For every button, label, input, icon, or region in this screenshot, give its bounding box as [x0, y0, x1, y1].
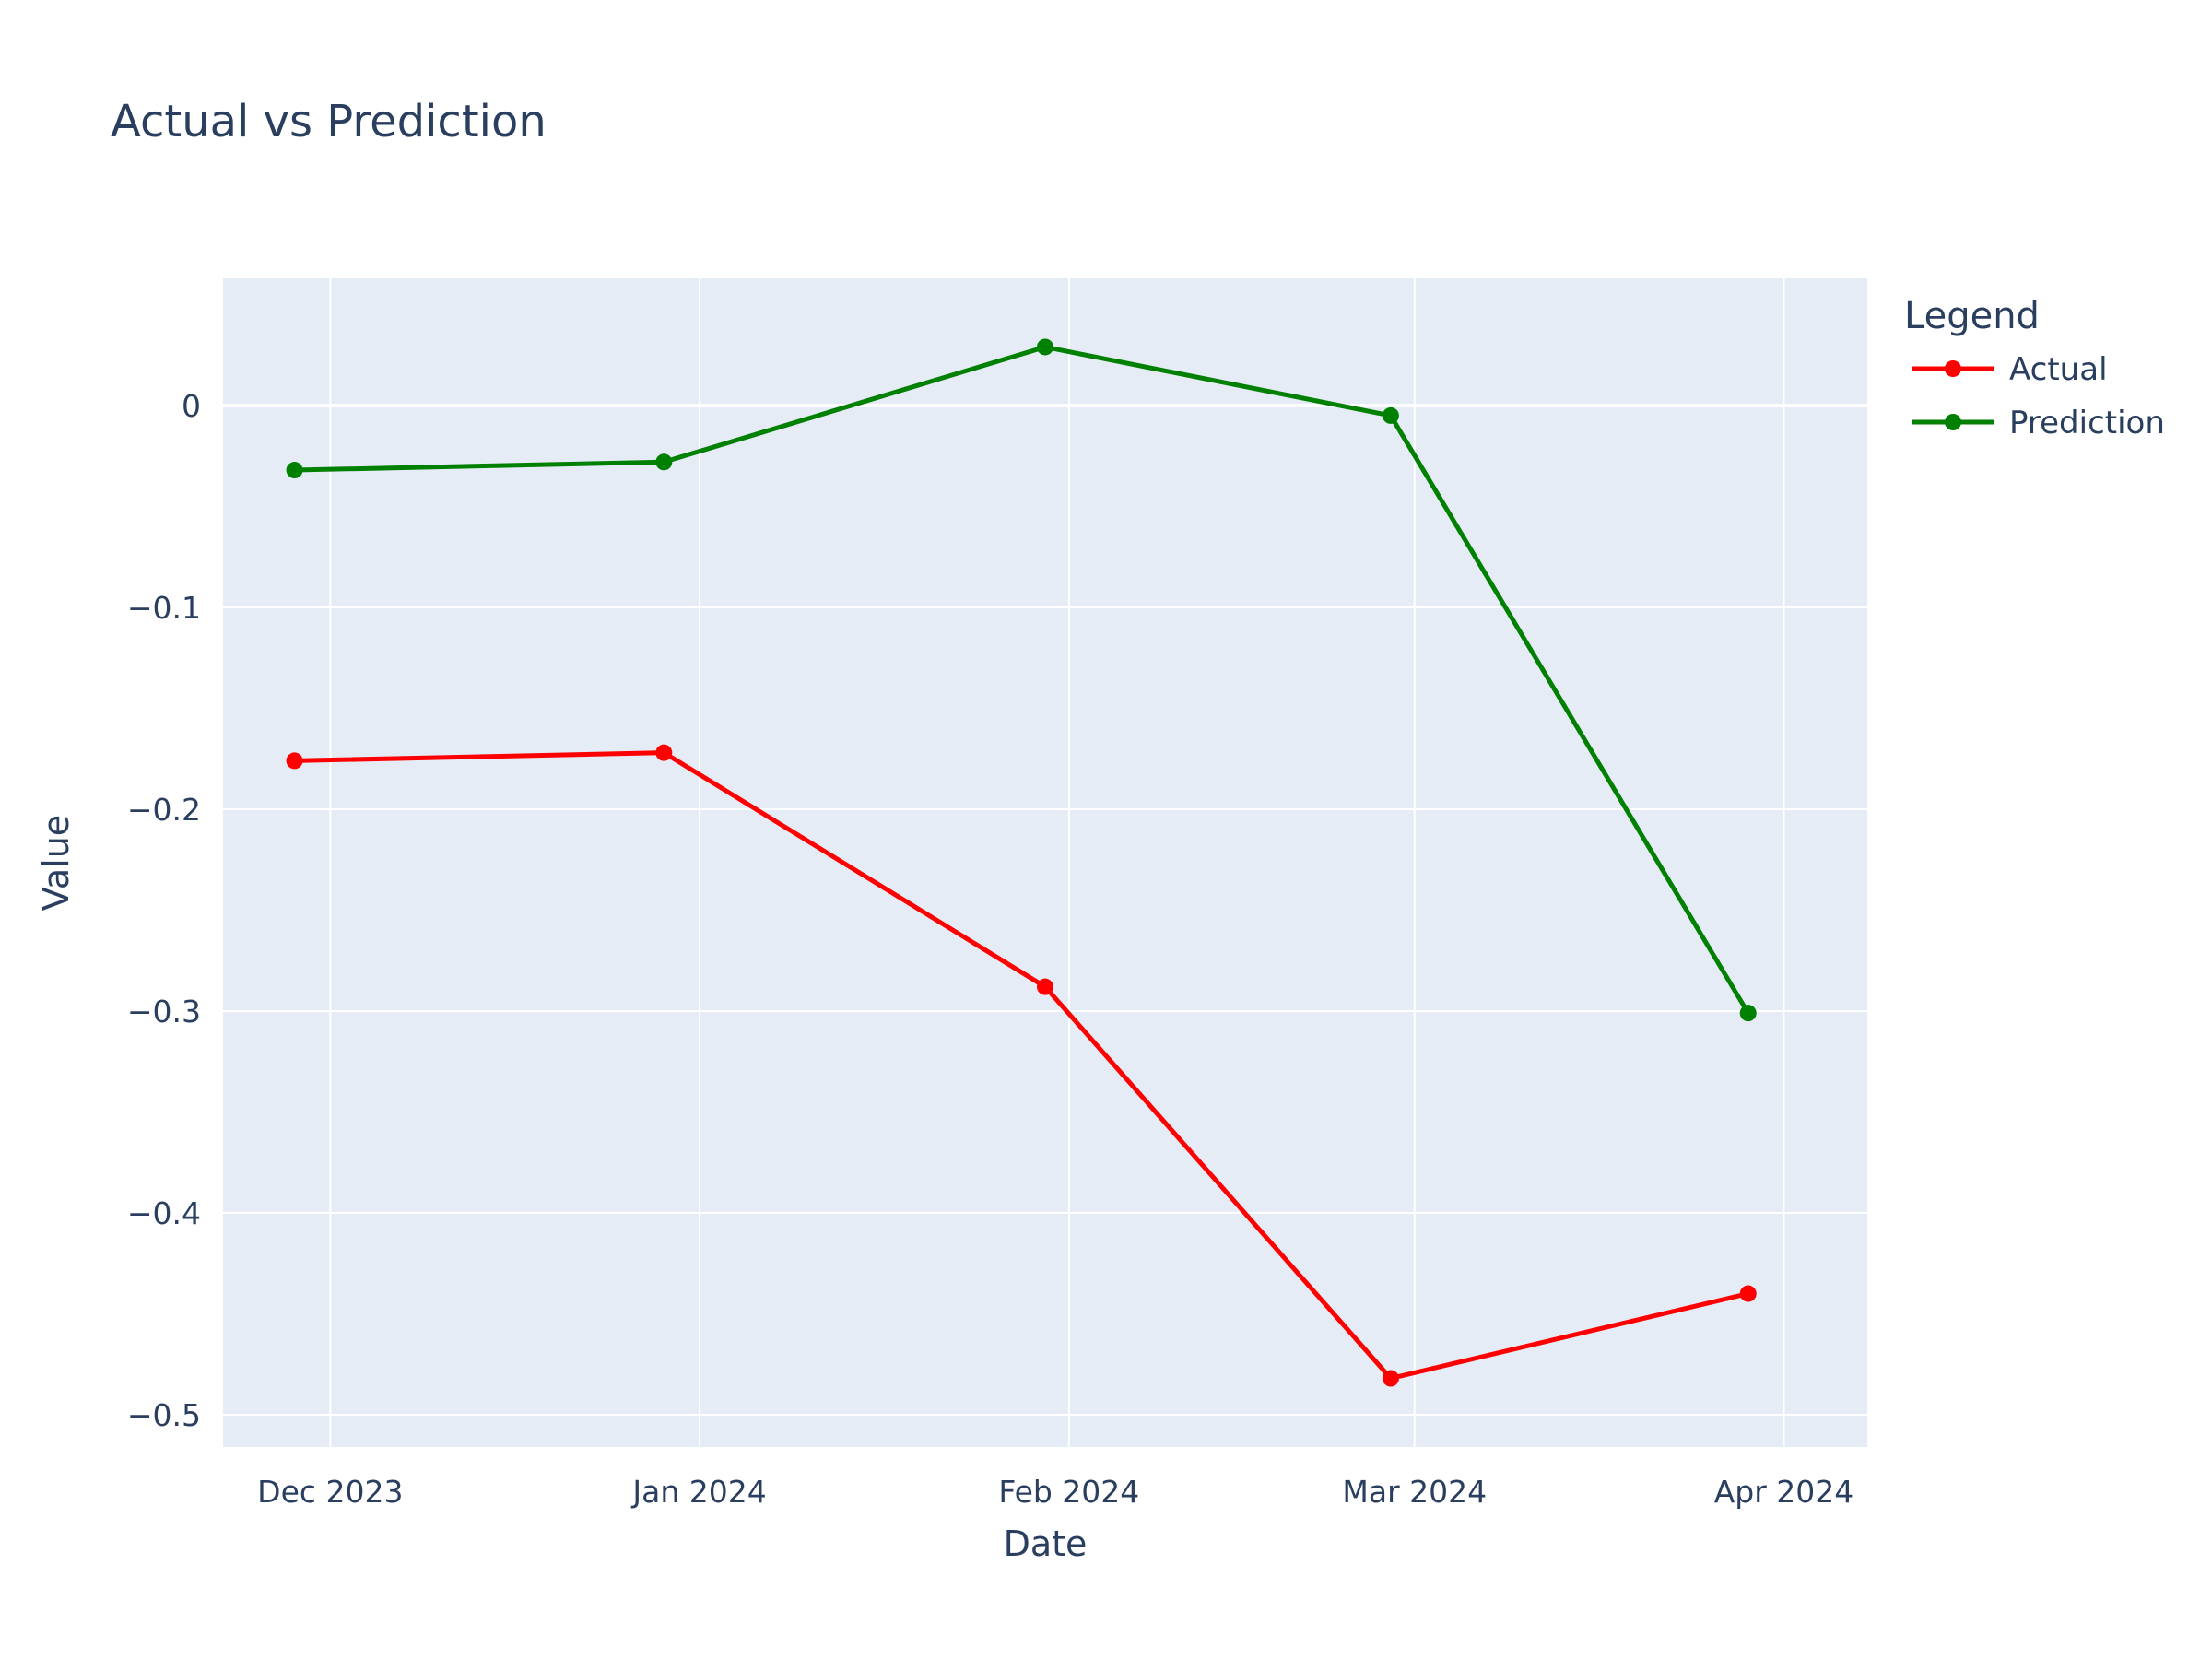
data-point [655, 453, 673, 471]
series-prediction [286, 338, 1757, 1022]
x-axis-title: Date [1004, 1524, 1088, 1564]
y-tick-label: −0.5 [127, 1397, 201, 1433]
x-tick-label: Jan 2024 [630, 1474, 766, 1510]
data-point [1037, 338, 1053, 356]
y-tick-label: −0.2 [127, 792, 201, 828]
data-point [286, 462, 303, 479]
y-tick-label: −0.4 [127, 1195, 201, 1231]
data-point [1382, 406, 1399, 424]
plot-area [223, 278, 1867, 1447]
legend-items: Actual Prediction [1912, 351, 2165, 441]
y-axis-title: Value [36, 815, 76, 911]
data-point [1739, 1005, 1757, 1022]
y-gridlines [223, 403, 1867, 1416]
series-actual [286, 744, 1757, 1387]
y-tick-labels: 0 −0.1 −0.2 −0.3 −0.4 −0.5 [127, 388, 201, 1433]
data-point [1739, 1285, 1757, 1302]
legend: Legend Actual Prediction [1904, 295, 2165, 441]
series-layer [286, 338, 1757, 1387]
y-tick-label: 0 [182, 388, 201, 424]
y-tick-label: −0.1 [127, 590, 201, 626]
legend-swatch-marker [1945, 360, 1961, 377]
legend-item-prediction: Prediction [1912, 405, 2165, 441]
x-tick-label: Mar 2024 [1342, 1474, 1487, 1510]
x-gridlines [329, 278, 1785, 1447]
x-tick-labels: Dec 2023 Jan 2024 Feb 2024 Mar 2024 Apr 2024 [257, 1474, 1853, 1510]
x-tick-label: Apr 2024 [1714, 1474, 1854, 1510]
x-tick-label: Feb 2024 [998, 1474, 1139, 1510]
legend-title: Legend [1904, 295, 2040, 337]
legend-label: Actual [2009, 351, 2108, 388]
legend-swatch-marker [1945, 414, 1961, 430]
data-point [1037, 978, 1053, 995]
data-point [655, 744, 673, 761]
data-point [1382, 1370, 1399, 1387]
data-point [286, 752, 303, 770]
y-tick-label: −0.3 [127, 994, 201, 1030]
x-tick-label: Dec 2023 [257, 1474, 403, 1510]
chart-title: Actual vs Prediction [111, 96, 547, 147]
legend-item-actual: Actual [1912, 351, 2108, 388]
legend-label: Prediction [2009, 405, 2165, 441]
